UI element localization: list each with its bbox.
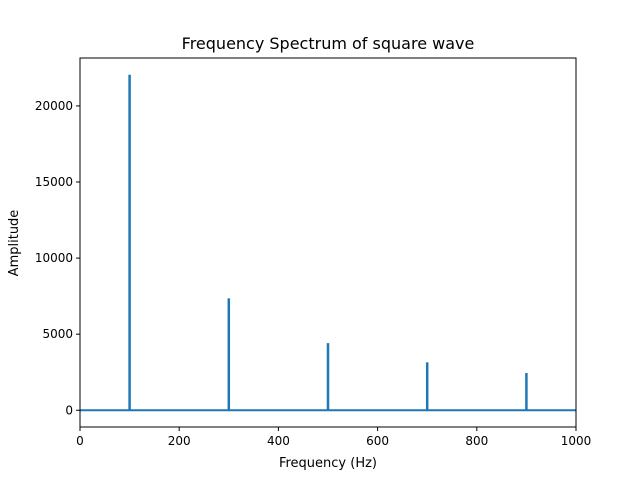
x-tick-label-600: 600	[366, 434, 389, 448]
x-tick-label-200: 200	[168, 434, 191, 448]
plot-frame	[79, 57, 577, 428]
x-axis-ticks: 0 200 400 600 800 1000	[76, 427, 591, 448]
x-tick-label-1000: 1000	[561, 434, 592, 448]
y-axis-ticks: 0 5000 10000 15000 20000	[35, 99, 80, 417]
x-tick-label-0: 0	[76, 434, 84, 448]
y-tick-label-10000: 10000	[35, 251, 73, 265]
y-tick-label-15000: 15000	[35, 175, 73, 189]
y-tick-label-20000: 20000	[35, 99, 73, 113]
y-tick-label-5000: 5000	[42, 327, 73, 341]
chart-title: Frequency Spectrum of square wave	[182, 34, 475, 53]
x-tick-label-800: 800	[465, 434, 488, 448]
y-tick-label-0: 0	[65, 403, 73, 417]
plot-content	[80, 74, 576, 412]
y-axis-label: Amplitude	[7, 210, 22, 277]
x-tick-label-400: 400	[267, 434, 290, 448]
x-axis-label: Frequency (Hz)	[279, 456, 377, 471]
